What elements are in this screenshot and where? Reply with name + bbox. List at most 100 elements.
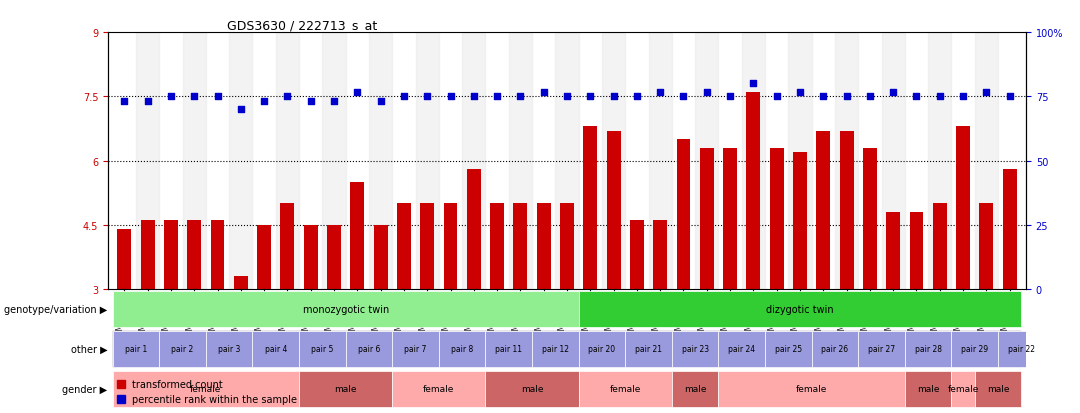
Bar	[537, 204, 551, 289]
Point	[208, 94, 226, 100]
FancyBboxPatch shape	[905, 371, 951, 407]
Point	[349, 90, 366, 96]
FancyBboxPatch shape	[346, 331, 392, 367]
Bar	[700, 148, 714, 289]
Text: other ▶: other ▶	[71, 344, 108, 354]
Bar	[420, 204, 434, 289]
Point	[372, 98, 389, 104]
Text: GDS3630 / 222713_s_at: GDS3630 / 222713_s_at	[228, 19, 378, 32]
Legend: transformed count, percentile rank within the sample: transformed count, percentile rank withi…	[113, 375, 301, 408]
Bar	[462, 33, 485, 289]
FancyBboxPatch shape	[112, 331, 159, 367]
Text: pair 8: pair 8	[451, 344, 473, 354]
Text: male: male	[521, 385, 543, 394]
Text: pair 21: pair 21	[635, 344, 662, 354]
Text: female: female	[609, 385, 640, 394]
Bar	[724, 148, 737, 289]
FancyBboxPatch shape	[718, 371, 905, 407]
Text: male: male	[987, 385, 1010, 394]
Point	[745, 81, 762, 88]
Text: pair 28: pair 28	[915, 344, 942, 354]
Text: genotype/variation ▶: genotype/variation ▶	[4, 304, 108, 314]
Bar	[136, 33, 159, 289]
Bar	[676, 140, 690, 289]
Bar	[630, 221, 644, 289]
Point	[465, 94, 483, 100]
Bar	[509, 33, 532, 289]
FancyBboxPatch shape	[485, 371, 579, 407]
Bar	[187, 221, 201, 289]
Text: female: female	[796, 385, 827, 394]
Bar	[816, 131, 831, 289]
Bar	[257, 225, 271, 289]
Bar	[164, 221, 178, 289]
Bar	[696, 33, 718, 289]
Point	[512, 94, 529, 100]
Bar	[444, 204, 458, 289]
Point	[116, 98, 133, 104]
Point	[721, 94, 739, 100]
Point	[162, 94, 179, 100]
FancyBboxPatch shape	[672, 331, 718, 367]
Text: pair 11: pair 11	[496, 344, 523, 354]
Bar	[561, 204, 573, 289]
Bar	[233, 276, 247, 289]
FancyBboxPatch shape	[532, 331, 579, 367]
Point	[535, 90, 552, 96]
Text: pair 1: pair 1	[125, 344, 147, 354]
FancyBboxPatch shape	[112, 371, 299, 407]
Point	[885, 90, 902, 96]
FancyBboxPatch shape	[299, 331, 346, 367]
FancyBboxPatch shape	[625, 331, 672, 367]
Bar	[649, 33, 672, 289]
Point	[814, 94, 832, 100]
Text: gender ▶: gender ▶	[63, 384, 108, 394]
Bar	[369, 33, 392, 289]
Point	[325, 98, 342, 104]
FancyBboxPatch shape	[579, 331, 625, 367]
Bar	[1002, 170, 1016, 289]
Bar	[350, 183, 364, 289]
Bar	[397, 204, 410, 289]
FancyBboxPatch shape	[159, 331, 206, 367]
Text: pair 23: pair 23	[681, 344, 708, 354]
FancyBboxPatch shape	[975, 371, 1022, 407]
Bar	[956, 127, 970, 289]
Bar	[140, 221, 154, 289]
Bar	[746, 93, 760, 289]
FancyBboxPatch shape	[206, 331, 253, 367]
Bar	[887, 212, 901, 289]
Text: pair 29: pair 29	[961, 344, 988, 354]
Bar	[933, 204, 947, 289]
Text: pair 3: pair 3	[218, 344, 241, 354]
FancyBboxPatch shape	[299, 371, 392, 407]
Text: male: male	[335, 385, 356, 394]
Bar	[303, 225, 318, 289]
Point	[302, 98, 320, 104]
Bar	[602, 33, 625, 289]
Text: pair 4: pair 4	[265, 344, 287, 354]
Bar	[281, 204, 295, 289]
Point	[629, 94, 646, 100]
FancyBboxPatch shape	[905, 331, 951, 367]
FancyBboxPatch shape	[579, 291, 1022, 327]
FancyBboxPatch shape	[112, 291, 579, 327]
FancyBboxPatch shape	[998, 331, 1044, 367]
Bar	[211, 221, 225, 289]
Bar	[909, 212, 923, 289]
Text: pair 26: pair 26	[822, 344, 849, 354]
FancyBboxPatch shape	[579, 371, 672, 407]
Bar	[322, 33, 346, 289]
Text: female: female	[947, 385, 978, 394]
Bar	[374, 225, 388, 289]
Text: pair 6: pair 6	[357, 344, 380, 354]
Text: pair 27: pair 27	[868, 344, 895, 354]
Bar	[229, 33, 253, 289]
FancyBboxPatch shape	[253, 331, 299, 367]
Bar	[980, 204, 994, 289]
Bar	[327, 225, 341, 289]
FancyBboxPatch shape	[485, 331, 532, 367]
Bar	[653, 221, 667, 289]
Point	[768, 94, 785, 100]
Point	[861, 94, 878, 100]
